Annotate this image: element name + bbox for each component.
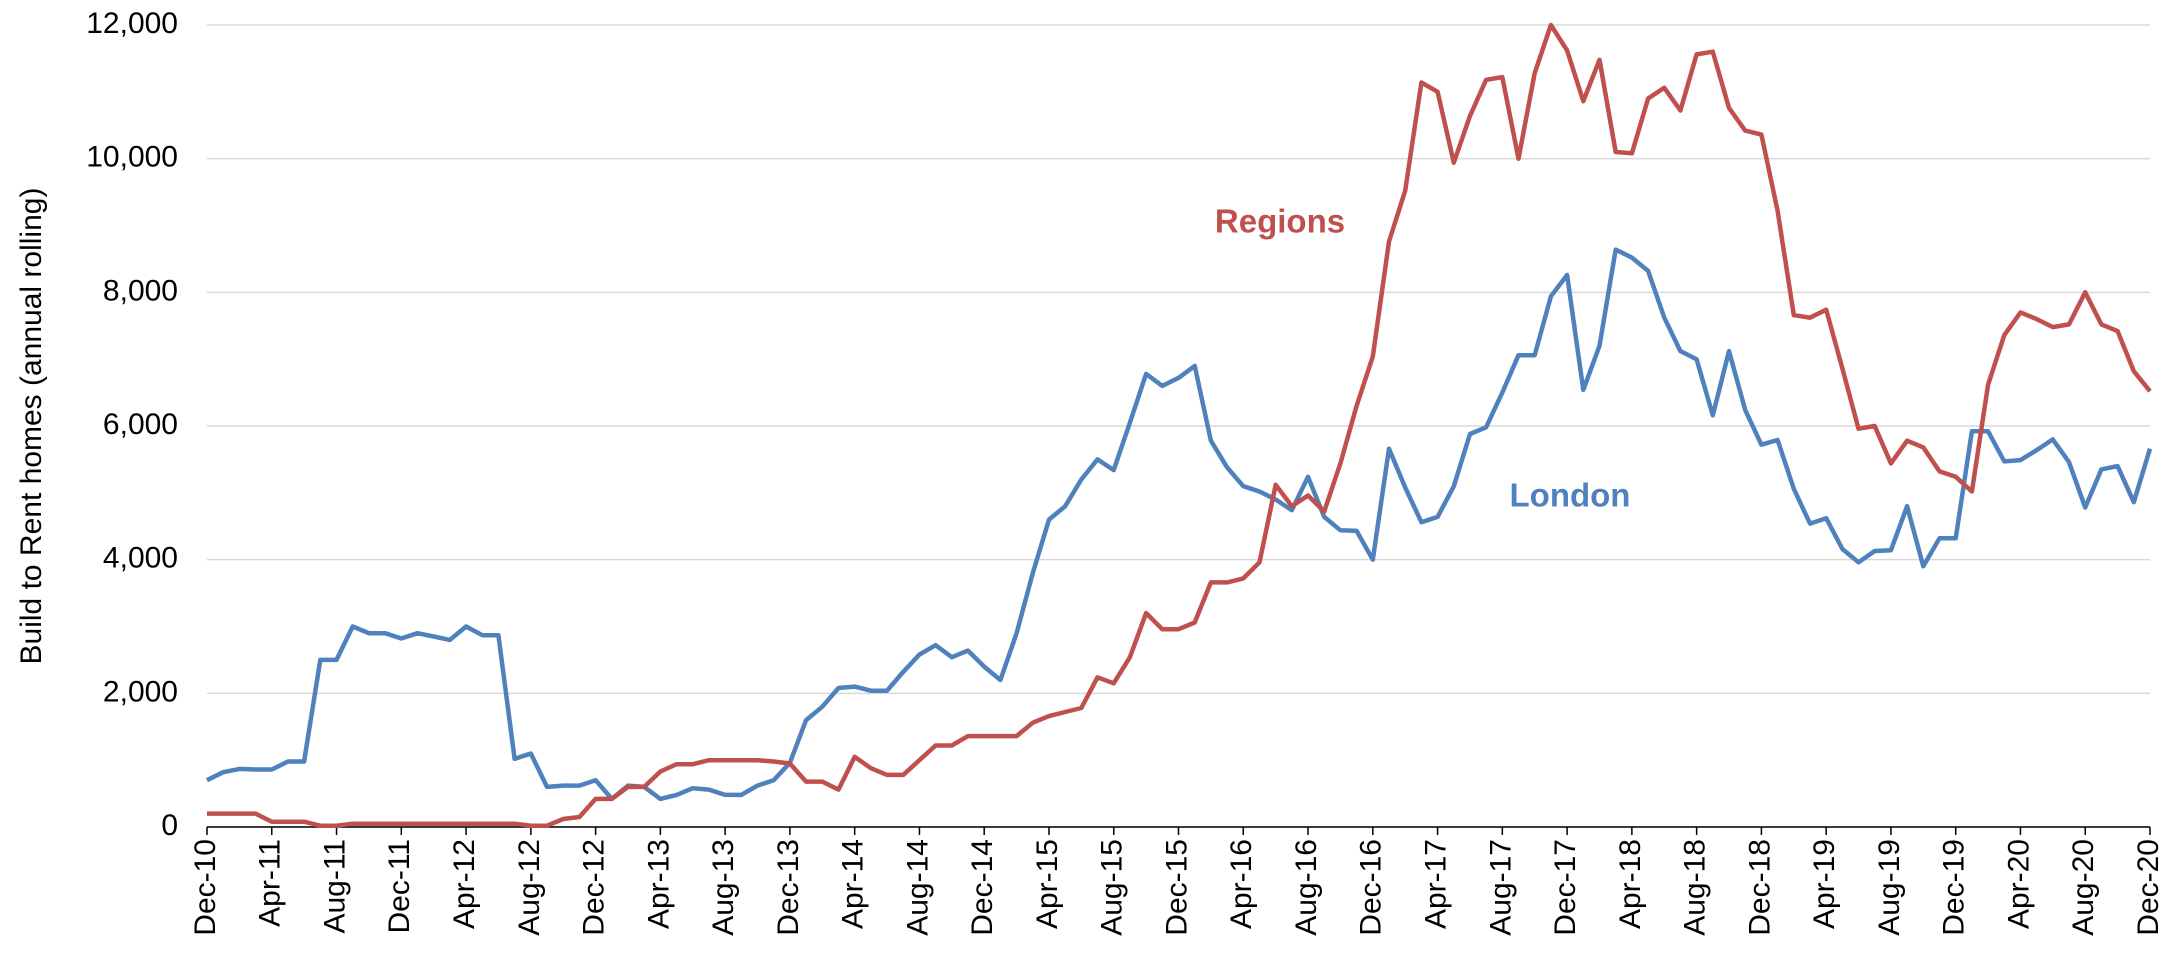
y-tick-label: 6,000 bbox=[103, 408, 178, 441]
x-tick-label: Dec-20 bbox=[2132, 839, 2165, 936]
series-label: London bbox=[1510, 477, 1631, 514]
y-tick-label: 8,000 bbox=[103, 274, 178, 307]
x-tick-label: Dec-17 bbox=[1549, 839, 1582, 936]
x-tick-label: Aug-15 bbox=[1096, 839, 1129, 936]
y-tick-label: 12,000 bbox=[86, 7, 178, 40]
x-tick-label: Dec-12 bbox=[578, 839, 611, 936]
y-axis-title: Build to Rent homes (annual rolling) bbox=[15, 188, 48, 665]
x-tick-label: Dec-18 bbox=[1743, 839, 1776, 936]
x-tick-label: Apr-17 bbox=[1419, 839, 1452, 929]
x-tick-label: Apr-15 bbox=[1031, 839, 1064, 929]
x-tick-label: Apr-19 bbox=[1808, 839, 1841, 929]
x-tick-label: Apr-14 bbox=[837, 839, 870, 929]
x-tick-label: Apr-12 bbox=[448, 839, 481, 929]
x-tick-label: Aug-17 bbox=[1484, 839, 1517, 936]
y-tick-label: 0 bbox=[161, 809, 178, 842]
x-tick-label: Aug-13 bbox=[707, 839, 740, 936]
x-tick-label: Aug-12 bbox=[513, 839, 546, 936]
x-tick-label: Apr-16 bbox=[1225, 839, 1258, 929]
y-tick-label: 2,000 bbox=[103, 675, 178, 708]
x-tick-label: Dec-19 bbox=[1938, 839, 1971, 936]
x-tick-label: Dec-10 bbox=[189, 839, 222, 936]
line-series bbox=[207, 22, 2152, 828]
x-tick-label: Apr-18 bbox=[1614, 839, 1647, 929]
line-series bbox=[206, 247, 2153, 802]
x-tick-label: Dec-15 bbox=[1160, 839, 1193, 936]
x-tick-label: Aug-16 bbox=[1290, 839, 1323, 936]
x-tick-label: Apr-20 bbox=[2002, 839, 2035, 929]
series-label: Regions bbox=[1215, 203, 1345, 240]
x-tick-label: Dec-13 bbox=[772, 839, 805, 936]
y-tick-label: 10,000 bbox=[86, 141, 178, 174]
x-tick-label: Aug-19 bbox=[1873, 839, 1906, 936]
x-tick-label: Apr-13 bbox=[642, 839, 675, 929]
x-tick-label: Dec-14 bbox=[966, 839, 999, 936]
x-tick-label: Aug-11 bbox=[318, 839, 351, 934]
x-tick-label: Aug-20 bbox=[2067, 839, 2100, 936]
x-tick-label: Aug-14 bbox=[901, 839, 934, 936]
x-tick-label: Dec-16 bbox=[1355, 839, 1388, 936]
x-tick-label: Apr-11 bbox=[254, 839, 287, 927]
x-tick-label: Dec-11 bbox=[383, 839, 416, 933]
y-tick-label: 4,000 bbox=[103, 542, 178, 575]
x-tick-label: Aug-18 bbox=[1679, 839, 1712, 936]
